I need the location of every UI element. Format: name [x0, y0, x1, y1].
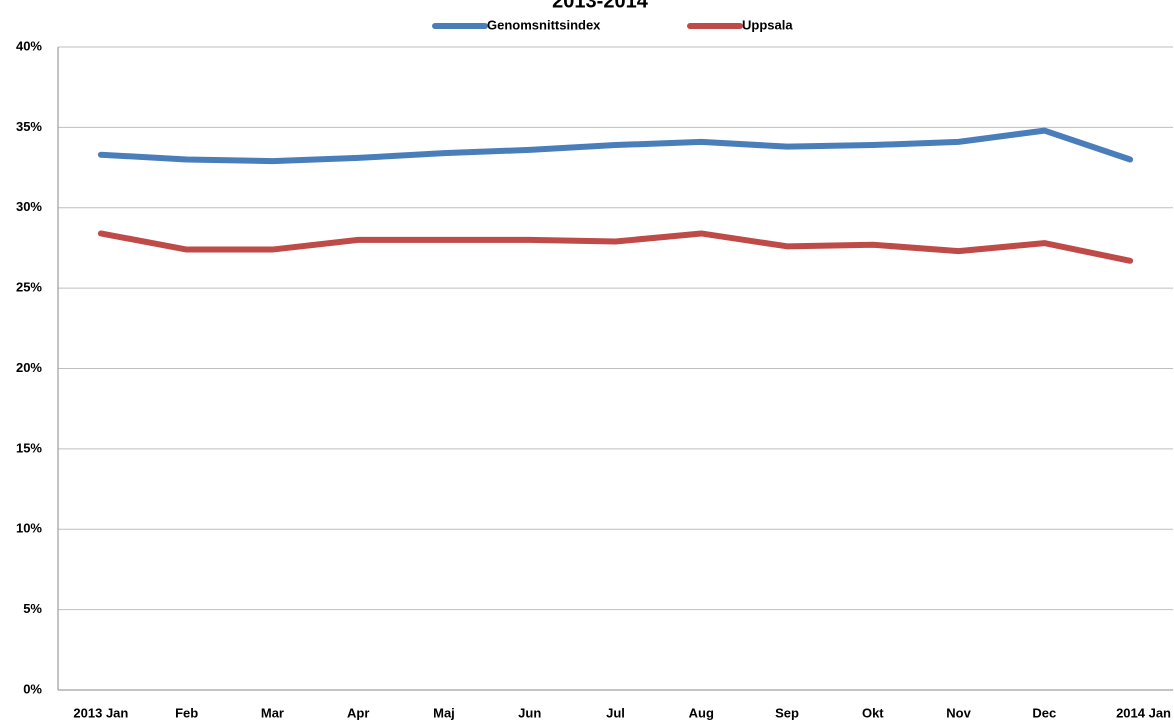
- x-tick-label: Dec: [1032, 705, 1056, 720]
- x-tick-label: Mar: [261, 705, 284, 720]
- x-tick-label: 2013 Jan: [73, 705, 128, 720]
- x-tick-label: 2014 Jan: [1116, 705, 1171, 720]
- x-tick-label: Jul: [606, 705, 625, 720]
- y-tick-label: 25%: [16, 280, 42, 295]
- legend-label: Uppsala: [742, 17, 793, 32]
- x-tick-label: Maj: [433, 705, 455, 720]
- x-tick-label: Apr: [347, 705, 369, 720]
- y-tick-label: 40%: [16, 38, 42, 53]
- x-tick-label: Jun: [518, 705, 541, 720]
- y-tick-label: 30%: [16, 199, 42, 214]
- x-tick-label: Feb: [175, 705, 198, 720]
- x-tick-label: Okt: [862, 705, 884, 720]
- legend-label: Genomsnittsindex: [487, 17, 601, 32]
- x-tick-label: Sep: [775, 705, 799, 720]
- x-tick-label: Nov: [946, 705, 971, 720]
- x-tick-label: Aug: [689, 705, 714, 720]
- y-tick-label: 0%: [23, 681, 42, 696]
- series-line: [97, 230, 1134, 264]
- y-tick-label: 10%: [16, 521, 42, 536]
- y-tick-label: 15%: [16, 440, 42, 455]
- series-line: [97, 127, 1134, 165]
- y-tick-label: 20%: [16, 360, 42, 375]
- chart-title: 2013-2014: [552, 0, 649, 12]
- y-tick-label: 5%: [23, 601, 42, 616]
- y-tick-label: 35%: [16, 119, 42, 134]
